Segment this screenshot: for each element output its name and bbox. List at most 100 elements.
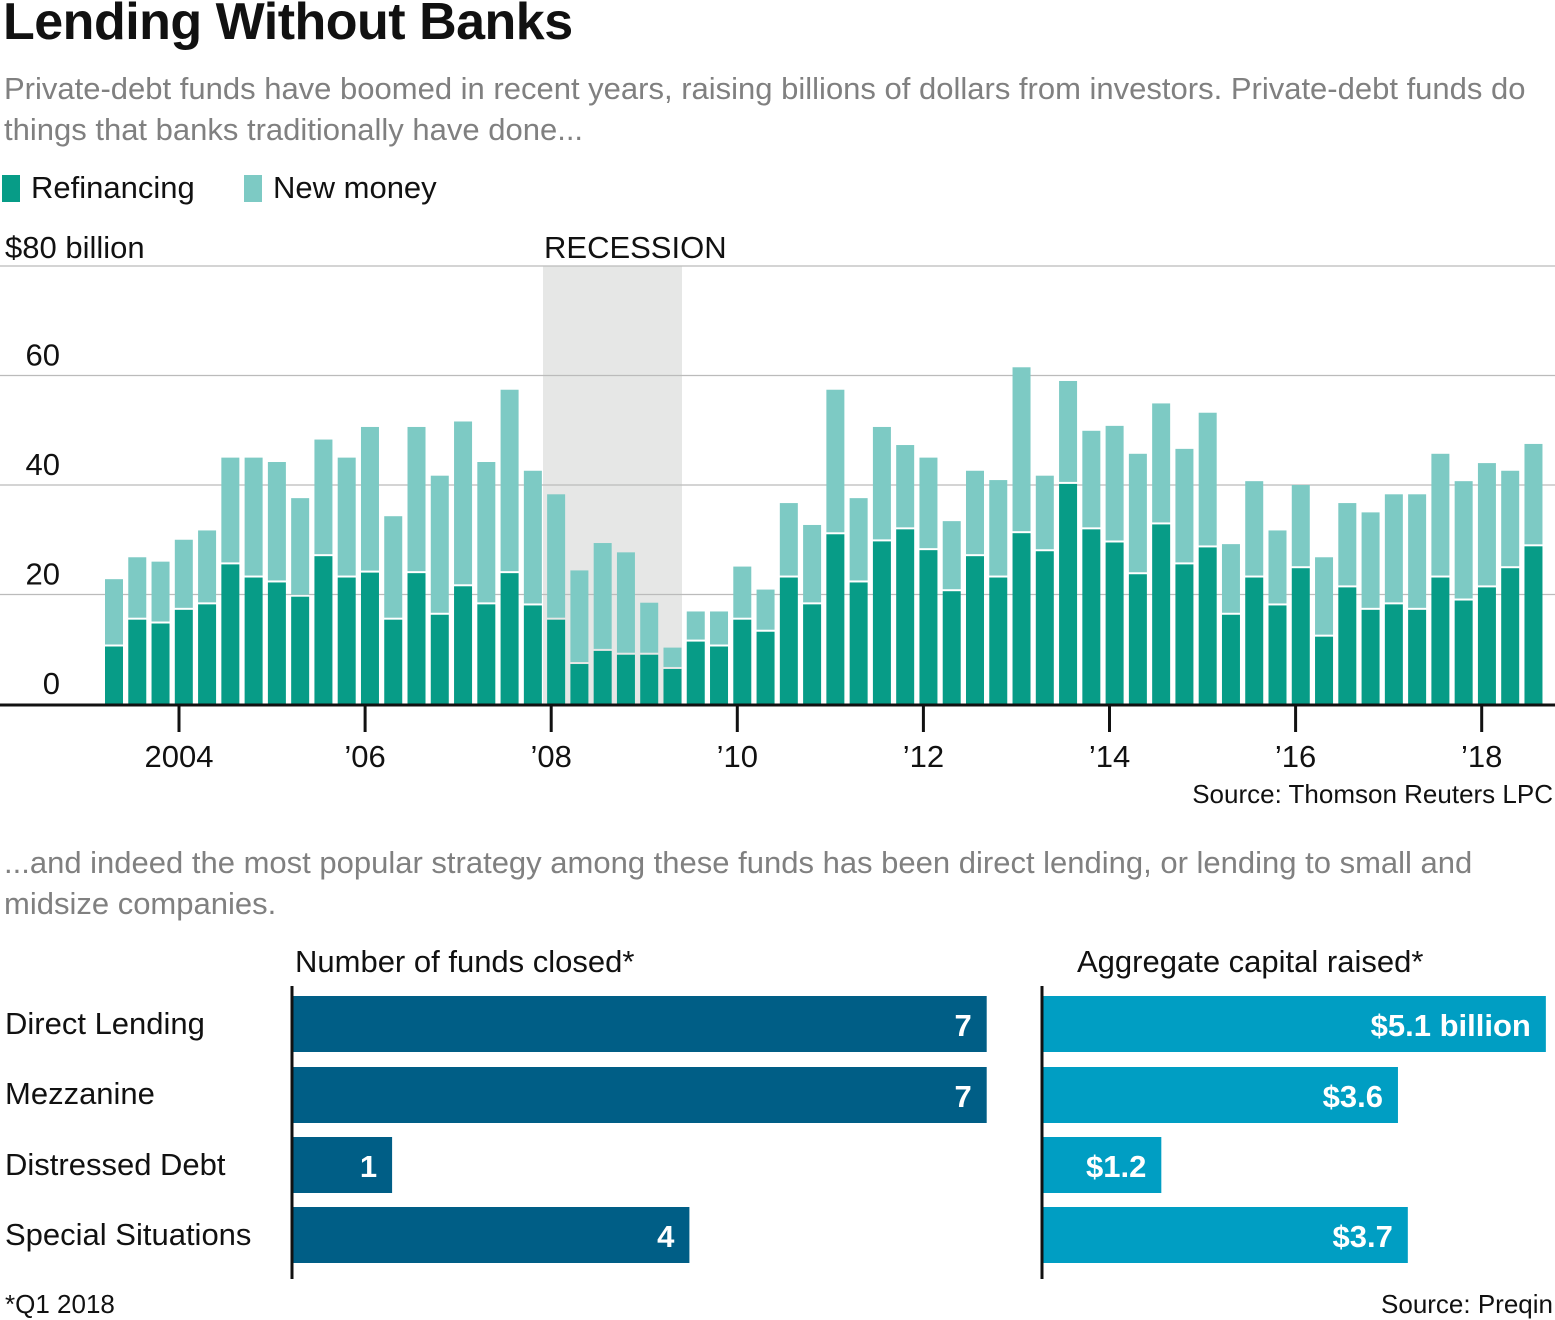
x-tick-label: ’12 — [903, 739, 944, 774]
bar-new-money — [430, 475, 449, 613]
category-label: Distressed Debt — [5, 1147, 226, 1182]
bar-new-money — [1361, 512, 1380, 608]
funds-title: Number of funds closed* — [295, 944, 635, 979]
bar-refinancing — [570, 664, 589, 704]
bar-new-money — [1315, 557, 1334, 635]
bar-new-money — [500, 389, 519, 572]
bar-value-label: $1.2 — [1086, 1149, 1146, 1184]
page-title: Lending Without Banks — [3, 0, 573, 51]
bar-new-money — [244, 457, 263, 576]
bar-refinancing — [454, 586, 473, 704]
bar-new-money — [105, 579, 123, 645]
bar-new-money — [826, 389, 845, 533]
bar-new-money — [663, 647, 682, 667]
capital-bar — [1043, 1067, 1398, 1123]
bar-new-money — [407, 426, 426, 572]
bar-new-money — [896, 445, 915, 528]
bar-new-money — [733, 566, 752, 618]
bar-refinancing — [965, 556, 984, 704]
bar-new-money — [803, 524, 822, 603]
bar-new-money — [384, 516, 403, 618]
bar-new-money — [1221, 544, 1240, 613]
bar-new-money — [1082, 430, 1101, 528]
bar-refinancing — [756, 631, 775, 704]
bar-refinancing — [1361, 609, 1380, 704]
recession-label: RECESSION — [544, 230, 727, 265]
bar-refinancing — [547, 619, 566, 704]
bar-refinancing — [407, 573, 426, 704]
bar-new-money — [151, 561, 170, 622]
bar-value-label: 7 — [954, 1079, 971, 1114]
bar-new-money — [1152, 403, 1171, 523]
bar-value-label: 1 — [360, 1149, 377, 1184]
legend-label: Refinancing — [31, 170, 195, 205]
bar-refinancing — [1059, 483, 1078, 704]
bar-new-money — [1105, 425, 1124, 541]
bar-value-label: $5.1 billion — [1371, 1008, 1531, 1043]
bar-new-money — [1198, 412, 1217, 546]
category-label: Special Situations — [5, 1217, 252, 1252]
bar-refinancing — [1035, 551, 1054, 704]
capital-bar — [1043, 996, 1546, 1052]
bar-refinancing — [337, 577, 356, 704]
category-label: Mezzanine — [5, 1076, 155, 1111]
bar-new-money — [1291, 485, 1310, 567]
bar-refinancing — [1198, 547, 1217, 704]
bar-new-money — [523, 470, 542, 604]
bar-refinancing — [105, 646, 123, 704]
bar-refinancing — [477, 604, 496, 704]
bar-refinancing — [291, 596, 310, 704]
bar-refinancing — [1315, 636, 1334, 704]
bar-refinancing — [221, 564, 240, 704]
bar-new-money — [337, 457, 356, 576]
bar-new-money — [1501, 470, 1520, 567]
x-tick-label: ’14 — [1089, 739, 1130, 774]
bar-new-money — [1035, 475, 1054, 550]
bar-refinancing — [663, 668, 682, 704]
bar-refinancing — [1175, 564, 1194, 704]
bar-new-money — [942, 521, 961, 590]
bar-refinancing — [989, 577, 1008, 704]
bar-new-money — [570, 570, 589, 663]
bar-new-money — [291, 498, 310, 595]
bar-refinancing — [1012, 533, 1031, 704]
bar-refinancing — [500, 573, 519, 704]
x-tick-label: ’16 — [1275, 739, 1316, 774]
bar-refinancing — [151, 623, 170, 704]
bar-new-money — [1384, 494, 1403, 603]
bar-refinancing — [1338, 587, 1357, 704]
bar-refinancing — [1431, 577, 1450, 704]
bar-refinancing — [174, 609, 193, 704]
bar-new-money — [198, 530, 217, 603]
funds-bar — [293, 1067, 987, 1123]
y-tick-label: 60 — [26, 338, 60, 373]
bar-new-money — [454, 421, 473, 585]
y-tick-label: 20 — [26, 557, 60, 592]
bar-refinancing — [826, 534, 845, 704]
bar-new-money — [779, 503, 798, 576]
bar-refinancing — [896, 529, 915, 704]
bar-value-label: $3.7 — [1332, 1219, 1392, 1254]
bar-value-label: 4 — [657, 1219, 675, 1254]
bar-refinancing — [267, 582, 286, 704]
funds-bar — [293, 996, 987, 1052]
bar-new-money — [267, 462, 286, 581]
legend-label: New money — [273, 170, 437, 205]
bar-refinancing — [244, 577, 263, 704]
bar-refinancing — [430, 614, 449, 704]
bar-new-money — [686, 611, 705, 640]
bar-refinancing — [593, 650, 612, 704]
bar-refinancing — [1152, 524, 1171, 704]
stacked-bar-chart: 0 20 40 60 2004 ’06 ’08 ’10 ’12 ’14 ’16 ’18 — [0, 265, 1555, 774]
bar-new-money — [756, 589, 775, 630]
bar-refinancing — [1501, 568, 1520, 704]
y-tick-label: 0 — [43, 666, 60, 701]
source-bottom: Source: Preqin — [1381, 1289, 1553, 1319]
bar-refinancing — [733, 619, 752, 704]
bar-new-money — [640, 602, 659, 653]
bar-refinancing — [1128, 574, 1147, 704]
bar-refinancing — [198, 604, 217, 704]
bar-new-money — [710, 611, 729, 645]
bar-new-money — [128, 557, 147, 618]
footnote: *Q1 2018 — [5, 1289, 115, 1319]
